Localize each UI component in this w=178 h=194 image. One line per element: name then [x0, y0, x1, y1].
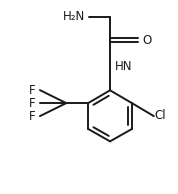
Text: O: O — [142, 34, 152, 47]
Text: H₂N: H₂N — [63, 10, 85, 23]
Text: F: F — [29, 110, 36, 123]
Text: F: F — [29, 84, 36, 97]
Text: F: F — [29, 97, 36, 110]
Text: Cl: Cl — [155, 109, 166, 122]
Text: HN: HN — [114, 60, 132, 73]
